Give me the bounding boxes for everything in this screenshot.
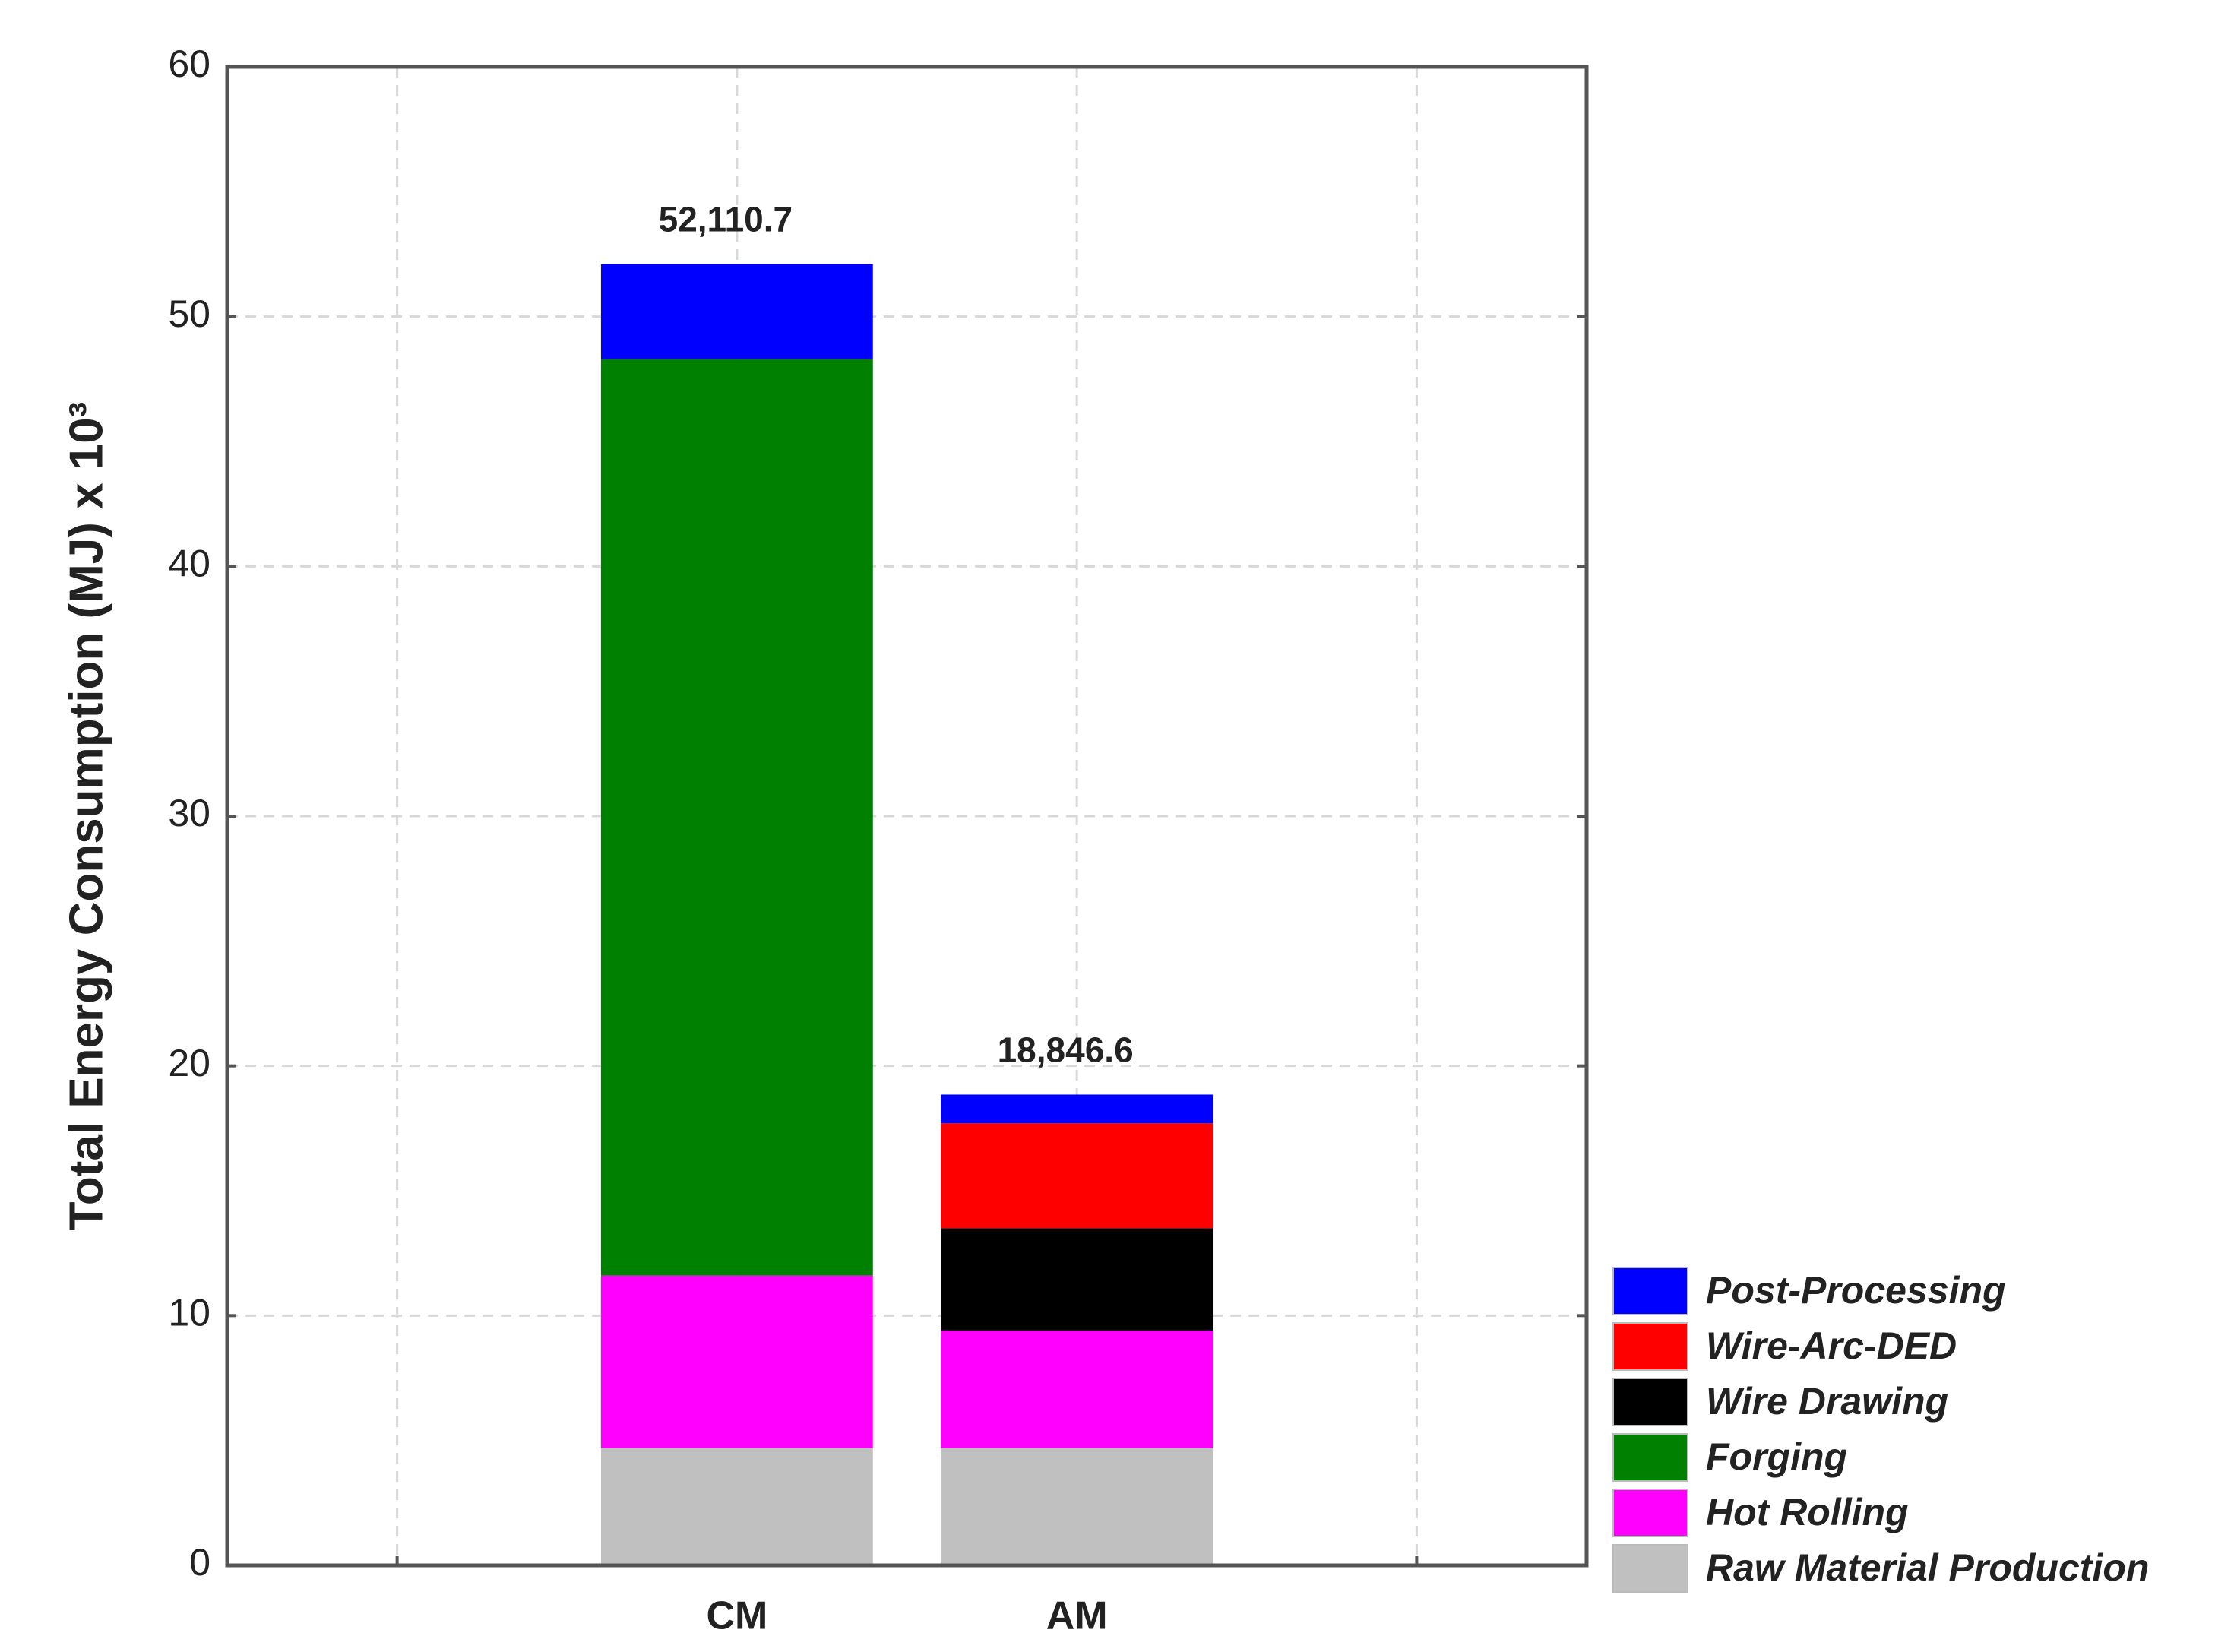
legend-label: Wire Drawing (1706, 1380, 1948, 1423)
bar-segment (600, 1275, 873, 1448)
bar-segment (941, 1228, 1214, 1331)
y-axis-label: Total Energy Consumption (MJ) x 10³ (60, 402, 112, 1231)
legend-label: Post-Processing (1706, 1269, 2006, 1312)
bar-segment (600, 359, 873, 1276)
total-label: 18,846.6 (998, 1030, 1134, 1070)
bar-segment (600, 264, 873, 359)
x-tick-label: CM (706, 1594, 767, 1638)
y-tick-label: 50 (168, 293, 210, 335)
y-tick-label: 10 (168, 1292, 210, 1334)
plot-frame (225, 65, 1589, 1568)
legend-swatch (1612, 1267, 1688, 1315)
y-tick-label: 40 (168, 543, 210, 585)
bar-segment (941, 1123, 1214, 1229)
y-tick-label: 20 (168, 1042, 210, 1084)
x-tick-label: AM (1046, 1594, 1108, 1638)
legend-label: Raw Material Production (1706, 1546, 2149, 1589)
y-tick-label: 60 (168, 43, 210, 85)
legend-swatch (1612, 1378, 1688, 1426)
legend-label: Hot Rolling (1706, 1491, 1909, 1533)
y-tick-label: 30 (168, 792, 210, 834)
y-tick-label: 0 (189, 1541, 210, 1584)
bar-segment (941, 1094, 1214, 1124)
legend-swatch (1612, 1322, 1688, 1371)
bar-segment (600, 1448, 873, 1565)
legend-label: Wire-Arc-DED (1706, 1324, 1957, 1367)
legend-swatch (1612, 1433, 1688, 1482)
legend-swatch (1612, 1489, 1688, 1537)
legend-label: Forging (1706, 1435, 1847, 1478)
total-label: 52,110.7 (659, 199, 793, 239)
bar-segment (941, 1448, 1214, 1565)
bar-segment (941, 1331, 1214, 1448)
legend-swatch (1612, 1544, 1688, 1593)
